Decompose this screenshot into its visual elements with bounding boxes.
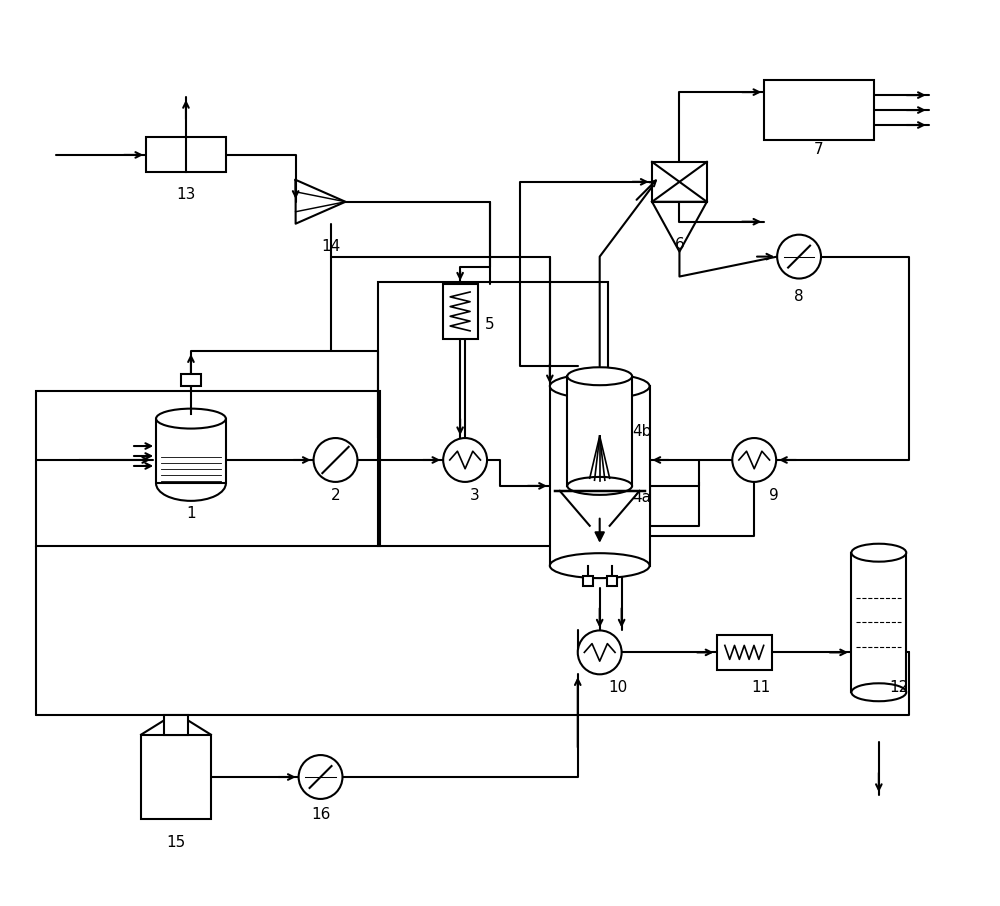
Bar bbox=[164, 715, 188, 735]
Bar bbox=[146, 138, 226, 172]
Bar bbox=[717, 635, 772, 670]
Bar bbox=[583, 575, 593, 585]
Circle shape bbox=[578, 631, 622, 674]
Ellipse shape bbox=[851, 544, 906, 562]
Text: 15: 15 bbox=[166, 835, 186, 851]
Circle shape bbox=[314, 438, 357, 482]
Bar bbox=[443, 284, 478, 339]
Text: 8: 8 bbox=[794, 289, 804, 304]
Text: 16: 16 bbox=[311, 807, 330, 823]
Text: 4b: 4b bbox=[632, 424, 651, 439]
Bar bbox=[181, 374, 201, 386]
Text: 3: 3 bbox=[470, 488, 480, 504]
Ellipse shape bbox=[550, 554, 650, 578]
Polygon shape bbox=[296, 179, 345, 224]
Text: 11: 11 bbox=[752, 680, 771, 695]
Text: 14: 14 bbox=[321, 239, 340, 255]
Text: 5: 5 bbox=[485, 317, 495, 332]
Bar bbox=[36, 391, 380, 545]
Circle shape bbox=[732, 438, 776, 482]
Ellipse shape bbox=[156, 466, 226, 501]
Text: 6: 6 bbox=[675, 237, 684, 252]
Bar bbox=[851, 553, 906, 692]
Bar bbox=[764, 80, 874, 140]
Ellipse shape bbox=[156, 409, 226, 429]
Bar bbox=[607, 575, 617, 585]
Text: 10: 10 bbox=[608, 680, 627, 695]
Bar bbox=[550, 386, 650, 565]
Bar bbox=[156, 419, 226, 484]
Text: 13: 13 bbox=[176, 188, 196, 202]
Bar bbox=[141, 735, 211, 819]
Circle shape bbox=[299, 755, 342, 799]
Ellipse shape bbox=[567, 367, 632, 385]
Bar bbox=[567, 376, 632, 486]
Ellipse shape bbox=[567, 477, 632, 495]
Text: 1: 1 bbox=[186, 506, 196, 521]
Ellipse shape bbox=[550, 374, 650, 399]
Bar bbox=[652, 162, 707, 202]
Text: 12: 12 bbox=[889, 680, 908, 695]
Text: 9: 9 bbox=[769, 488, 779, 504]
Text: 4a: 4a bbox=[632, 490, 651, 506]
Ellipse shape bbox=[851, 683, 906, 701]
Circle shape bbox=[777, 235, 821, 278]
Polygon shape bbox=[652, 202, 707, 252]
Bar bbox=[378, 282, 608, 545]
Text: 7: 7 bbox=[814, 142, 824, 158]
Circle shape bbox=[443, 438, 487, 482]
Text: 2: 2 bbox=[331, 488, 340, 504]
